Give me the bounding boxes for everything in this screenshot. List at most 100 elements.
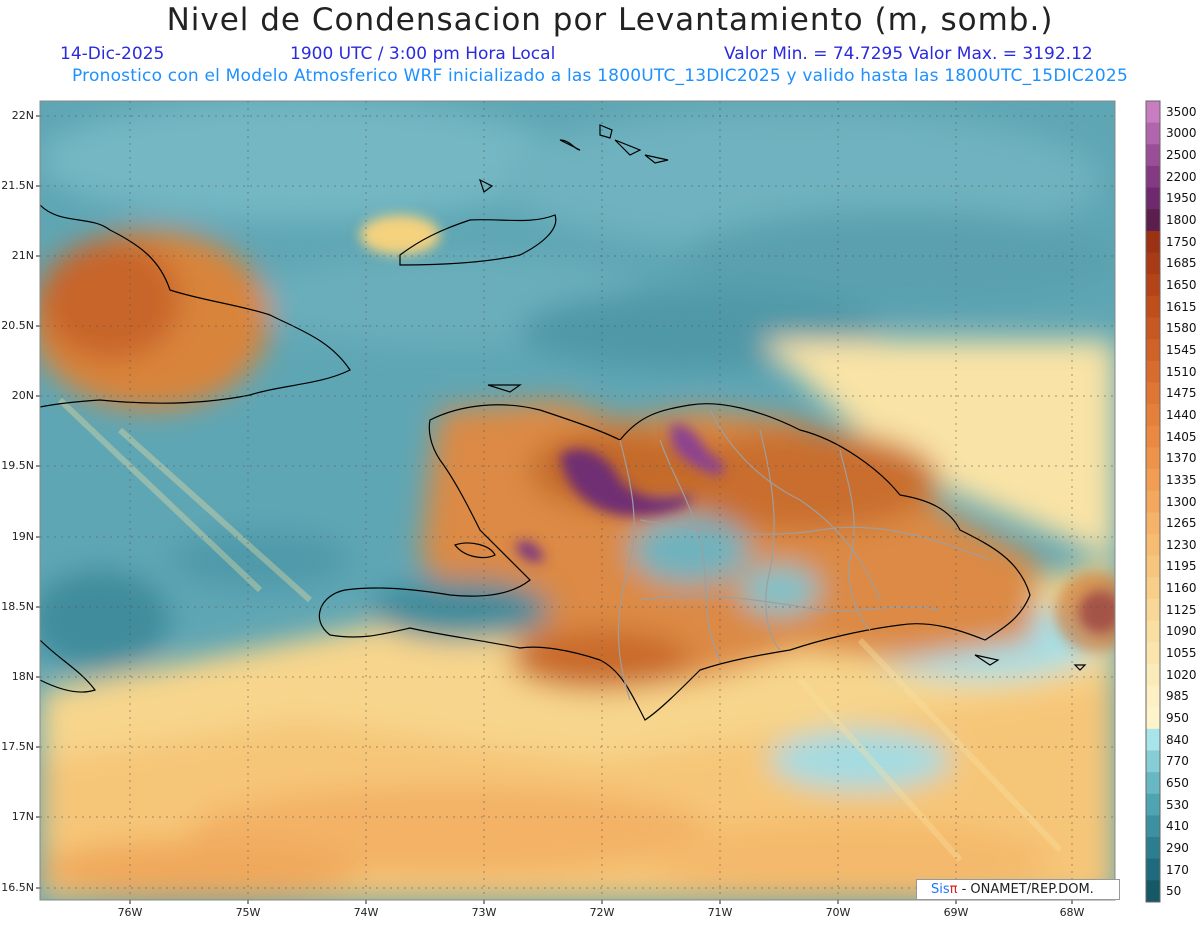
colorbar-label: 950 (1166, 710, 1189, 725)
colorbar-swatch (1146, 295, 1160, 318)
lon-label: 68W (1059, 906, 1085, 919)
colorbar-swatch (1146, 837, 1160, 860)
colorbar-label: 1370 (1166, 451, 1197, 466)
colorbar-label: 1230 (1166, 537, 1197, 552)
lon-label: 71W (707, 906, 733, 919)
colorbar-swatch (1146, 122, 1160, 145)
colorbar-swatch (1146, 512, 1160, 535)
colorbar-label: 1615 (1166, 299, 1197, 314)
lon-label: 70W (825, 906, 851, 919)
colorbar-label: 1580 (1166, 321, 1197, 336)
colorbar-label: 1335 (1166, 472, 1197, 487)
colorbar-swatch (1146, 772, 1160, 795)
credit-sis: Sis (931, 882, 950, 897)
colorbar-swatch (1146, 555, 1160, 578)
colorbar-label: 2500 (1166, 148, 1197, 163)
colorbar-label: 650 (1166, 775, 1189, 790)
colorbar-swatch (1146, 858, 1160, 881)
lat-label: 20N (11, 389, 34, 402)
colorbar-label: 1545 (1166, 342, 1197, 357)
axis-ticks (36, 115, 1073, 904)
colorbar-label: 3000 (1166, 126, 1197, 141)
colorbar-label: 1440 (1166, 407, 1197, 422)
colorbar-swatch (1146, 598, 1160, 622)
colorbar-label: 1685 (1166, 256, 1197, 271)
lon-label: 75W (235, 906, 261, 919)
colorbar-label: 1265 (1166, 516, 1197, 531)
lat-label: 18.5N (1, 600, 34, 613)
lon-label: 72W (589, 906, 615, 919)
colorbar-swatch (1146, 685, 1160, 708)
colorbar-label: 1055 (1166, 646, 1197, 661)
colorbar-label: 2200 (1166, 169, 1197, 184)
shaded-field (40, 101, 1115, 900)
colorbar-swatch (1146, 425, 1160, 448)
colorbar-label: 170 (1166, 862, 1189, 877)
graticule (40, 101, 1115, 900)
colorbar-label: 1300 (1166, 494, 1197, 509)
colorbar (1145, 100, 1161, 903)
colorbar-label: 1750 (1166, 234, 1197, 249)
colorbar-swatch (1146, 230, 1160, 254)
colorbar-label: 50 (1166, 884, 1182, 899)
colorbar-swatch (1146, 620, 1160, 643)
colorbar-swatch (1146, 663, 1160, 687)
colorbar-swatch (1146, 642, 1160, 665)
lat-label: 17N (11, 810, 34, 823)
credit-org: - ONAMET/REP.DOM. (957, 882, 1094, 897)
province-borders (617, 409, 991, 701)
lat-label: 16.5N (1, 881, 34, 894)
colorbar-swatch (1146, 793, 1160, 816)
lon-label: 73W (471, 906, 497, 919)
colorbar-swatch (1146, 144, 1160, 167)
credit-pi: π (949, 882, 958, 897)
colorbar-swatch (1146, 339, 1160, 362)
colorbar-label: 1020 (1166, 667, 1197, 682)
colorbar-label: 530 (1166, 797, 1189, 812)
colorbar-swatch (1146, 447, 1160, 470)
colorbar-label: 1510 (1166, 364, 1197, 379)
colorbar-label: 1800 (1166, 213, 1197, 228)
colorbar-swatch (1146, 490, 1160, 513)
colorbar-swatch (1146, 469, 1160, 492)
colorbar-swatch (1146, 317, 1160, 340)
colorbar-label: 985 (1166, 689, 1189, 704)
colorbar-swatch (1146, 209, 1160, 232)
lat-label: 18N (11, 670, 34, 683)
colorbar-swatch (1146, 101, 1160, 124)
lat-label: 19.5N (1, 459, 34, 472)
coastlines (39, 124, 1087, 721)
lat-label: 17.5N (1, 740, 34, 753)
colorbar-label: 1405 (1166, 429, 1197, 444)
colorbar-label: 290 (1166, 840, 1189, 855)
colorbar-swatch (1146, 165, 1160, 189)
colorbar-label: 1160 (1166, 581, 1197, 596)
colorbar-swatch (1146, 382, 1160, 405)
colorbar-label: 410 (1166, 819, 1189, 834)
colorbar-swatch (1146, 360, 1160, 383)
colorbar-label: 770 (1166, 754, 1189, 769)
forecast-time: 1900 UTC / 3:00 pm Hora Local (290, 44, 556, 64)
colorbar-label: 840 (1166, 732, 1189, 747)
forecast-validity: Pronostico con el Modelo Atmosferico WRF… (72, 66, 1128, 86)
lat-label: 19N (11, 530, 34, 543)
colorbar-label: 1475 (1166, 386, 1197, 401)
colorbar-swatch (1146, 728, 1160, 751)
colorbar-swatch (1146, 707, 1160, 730)
colorbar-swatch (1146, 533, 1160, 557)
forecast-date: 14-Dic-2025 (60, 44, 165, 64)
lon-label: 74W (353, 906, 379, 919)
lat-label: 22N (11, 109, 34, 122)
colorbar-swatch (1146, 750, 1160, 773)
map-title: Nivel de Condensacion por Levantamiento … (166, 2, 1054, 38)
colorbar-label: 3500 (1166, 104, 1197, 119)
lon-label: 76W (117, 906, 143, 919)
colorbar-label: 1195 (1166, 559, 1197, 574)
value-min-max: Valor Min. = 74.7295 Valor Max. = 3192.1… (724, 44, 1093, 64)
lat-label: 20.5N (1, 319, 34, 332)
colorbar-frame (1145, 100, 1161, 903)
colorbar-swatch (1146, 404, 1160, 427)
colorbar-swatch (1146, 252, 1160, 275)
colorbar-swatch (1146, 815, 1160, 838)
